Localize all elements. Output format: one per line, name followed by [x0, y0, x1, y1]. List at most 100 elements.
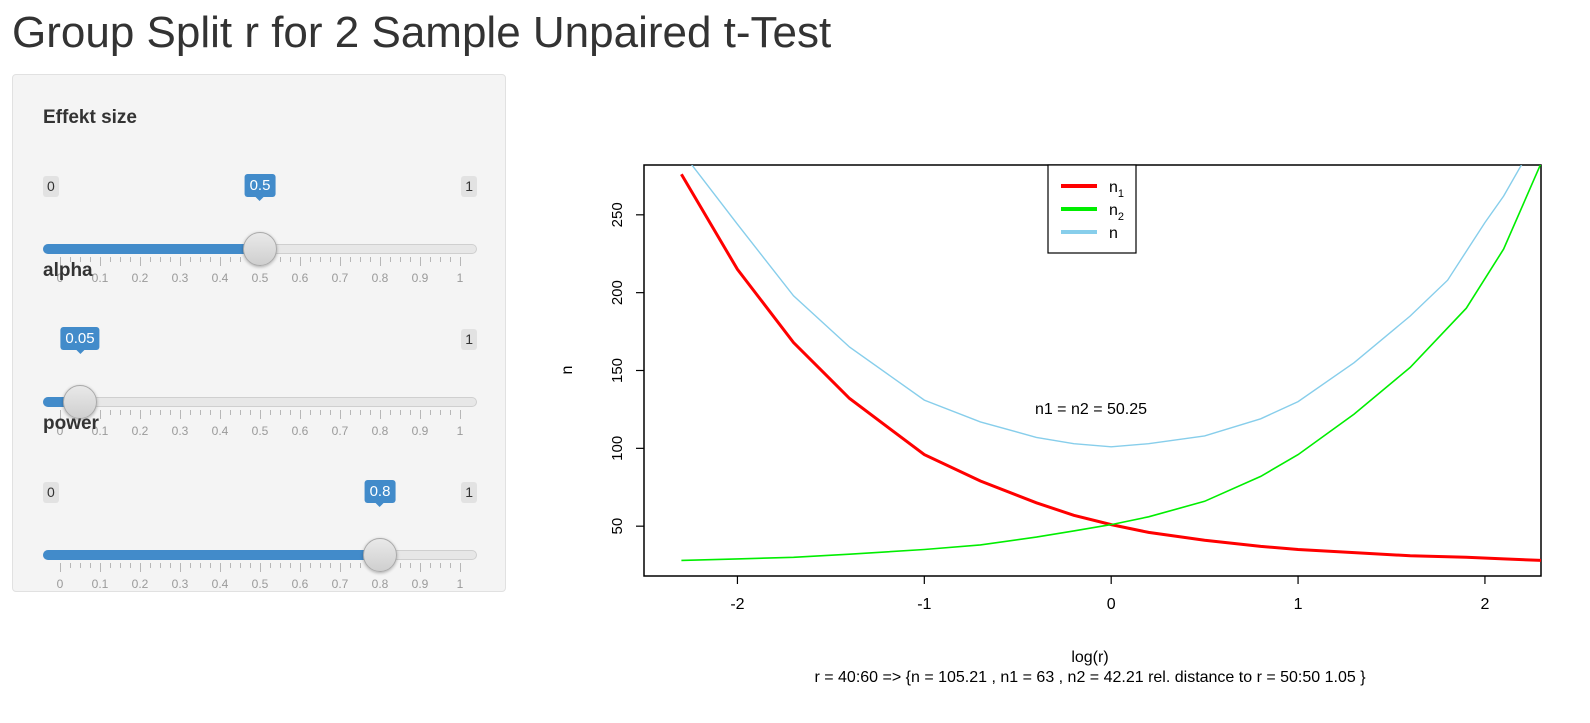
- slider-tick: [200, 563, 201, 568]
- slider-tick: [80, 563, 81, 568]
- slider-tick: [440, 410, 441, 415]
- slider-tick: [440, 563, 441, 568]
- slider-tick-label: 1: [456, 577, 464, 591]
- slider-tick: [60, 410, 61, 419]
- slider-tick: [250, 563, 251, 568]
- series-lines: [680, 165, 1541, 562]
- slider-tick: [240, 410, 241, 415]
- slider-tick: [160, 563, 161, 568]
- slider-tick-label: 0.7: [331, 271, 349, 285]
- slider-tick: [220, 563, 221, 572]
- slider-tick-label: 0.5: [251, 577, 269, 591]
- slider-tick-label: 0.3: [171, 271, 189, 285]
- slider-tick: [260, 563, 261, 572]
- page-title: Group Split r for 2 Sample Unpaired t-Te…: [12, 8, 832, 57]
- slider-tick-label: 0.3: [171, 424, 189, 438]
- slider-tick: [330, 257, 331, 262]
- slider-tick: [190, 257, 191, 262]
- slider-tick: [330, 563, 331, 568]
- slider-tick: [350, 563, 351, 568]
- slider-tick: [360, 563, 361, 568]
- slider-tick: [370, 410, 371, 415]
- slider-alpha[interactable]: 1 0.05 0 0.1 0.2 0.3 0.4 0.5 0.6 0.7 0.8 0.9 1: [43, 292, 477, 438]
- slider-tick: [290, 257, 291, 262]
- slider-fill: [43, 397, 80, 407]
- slider-tick-label: 0.1: [91, 577, 109, 591]
- slider-tick: [130, 257, 131, 262]
- slider-fill: [43, 550, 380, 560]
- slider-tick: [140, 410, 141, 419]
- slider-tick: [230, 563, 231, 568]
- slider-group-power: power 0 1 0.8 0 0.1 0.2 0.3 0.4 0.5 0.6 0.7 0.8 0.9 1: [43, 413, 477, 591]
- slider-tick: [170, 563, 171, 568]
- slider-tick: [370, 257, 371, 262]
- slider-tick: [280, 563, 281, 568]
- slider-tick-label: 0.4: [211, 424, 229, 438]
- slider-tick-labels: 0 0.1 0.2 0.3 0.4 0.5 0.6 0.7 0.8 0.9 1: [43, 577, 477, 593]
- slider-tick: [240, 563, 241, 568]
- slider-tick-label: 0.6: [291, 424, 309, 438]
- slider-label: alpha: [43, 260, 93, 281]
- slider-tick: [150, 410, 151, 415]
- slider-tick: [140, 563, 141, 572]
- slider-tick: [220, 257, 221, 266]
- slider-tick: [350, 257, 351, 262]
- slider-tick-label: 0.2: [131, 577, 149, 591]
- slider-tick: [410, 410, 411, 415]
- slider-tick: [90, 257, 91, 262]
- slider-tick: [310, 257, 311, 262]
- slider-tick: [330, 410, 331, 415]
- slider-tick: [150, 563, 151, 568]
- slider-max-label: 1: [461, 176, 477, 197]
- slider-tick: [170, 410, 171, 415]
- slider-tick: [420, 257, 421, 266]
- slider-tick: [70, 257, 71, 262]
- slider-tick: [270, 410, 271, 415]
- slider-tick: [360, 257, 361, 262]
- slider-tick: [270, 563, 271, 568]
- slider-tick: [450, 257, 451, 262]
- legend-label-text: n: [1109, 225, 1118, 242]
- slider-tick: [160, 257, 161, 262]
- slider-tick-label: 0.1: [91, 271, 109, 285]
- slider-handle[interactable]: [363, 538, 397, 572]
- y-tick-label: 250: [609, 202, 626, 227]
- slider-tick: [120, 563, 121, 568]
- slider-tick: [300, 410, 301, 419]
- slider-tick: [340, 410, 341, 419]
- slider-tick: [430, 410, 431, 415]
- slider-tick: [290, 563, 291, 568]
- slider-tick: [450, 563, 451, 568]
- slider-tick: [280, 410, 281, 415]
- slider-tick: [340, 257, 341, 266]
- slider-tick: [150, 257, 151, 262]
- y-axis-label: n: [559, 366, 576, 375]
- slider-tick: [60, 257, 61, 266]
- slider-tick: [80, 257, 81, 262]
- slider-tick-labels: 0 0.1 0.2 0.3 0.4 0.5 0.6 0.7 0.8 0.9 1: [43, 271, 477, 287]
- slider-tick: [390, 257, 391, 262]
- slider-group-effekt: Effekt size 0 1 0.5 0 0.1 0.2 0.3 0.4 0.5 0.6 0.7 0…: [43, 107, 477, 285]
- y-axis: 50 100 150 200 250: [609, 202, 644, 535]
- slider-value-label: 0.5: [244, 174, 276, 201]
- slider-tick-label: 0.8: [371, 577, 389, 591]
- slider-track[interactable]: [43, 397, 477, 407]
- slider-tick: [280, 257, 281, 262]
- slider-tick: [200, 257, 201, 262]
- slider-tick: [460, 257, 461, 266]
- slider-tick-label: 0.4: [211, 271, 229, 285]
- slider-group-alpha: alpha 1 0.05 0 0.1 0.2 0.3 0.4 0.5 0.6 0.7 0.8 0.9 1: [43, 260, 477, 438]
- slider-tick: [450, 410, 451, 415]
- slider-tick: [210, 410, 211, 415]
- x-axis: -2 -1 0 1 2: [730, 576, 1489, 613]
- slider-tick: [430, 563, 431, 568]
- slider-effekt-size[interactable]: 0 1 0.5 0 0.1 0.2 0.3 0.4 0.5 0.6 0.7 0.8 0.9 1: [43, 139, 477, 285]
- slider-tick-label: 0: [56, 424, 64, 438]
- slider-handle[interactable]: [63, 385, 97, 419]
- slider-handle[interactable]: [243, 232, 277, 266]
- y-tick-label: 200: [609, 280, 626, 305]
- slider-power[interactable]: 0 1 0.8 0 0.1 0.2 0.3 0.4 0.5 0.6 0.7 0.8 0.9 1: [43, 445, 477, 591]
- slider-tick-label: 0.9: [411, 424, 429, 438]
- slider-tick-label: 0.5: [251, 424, 269, 438]
